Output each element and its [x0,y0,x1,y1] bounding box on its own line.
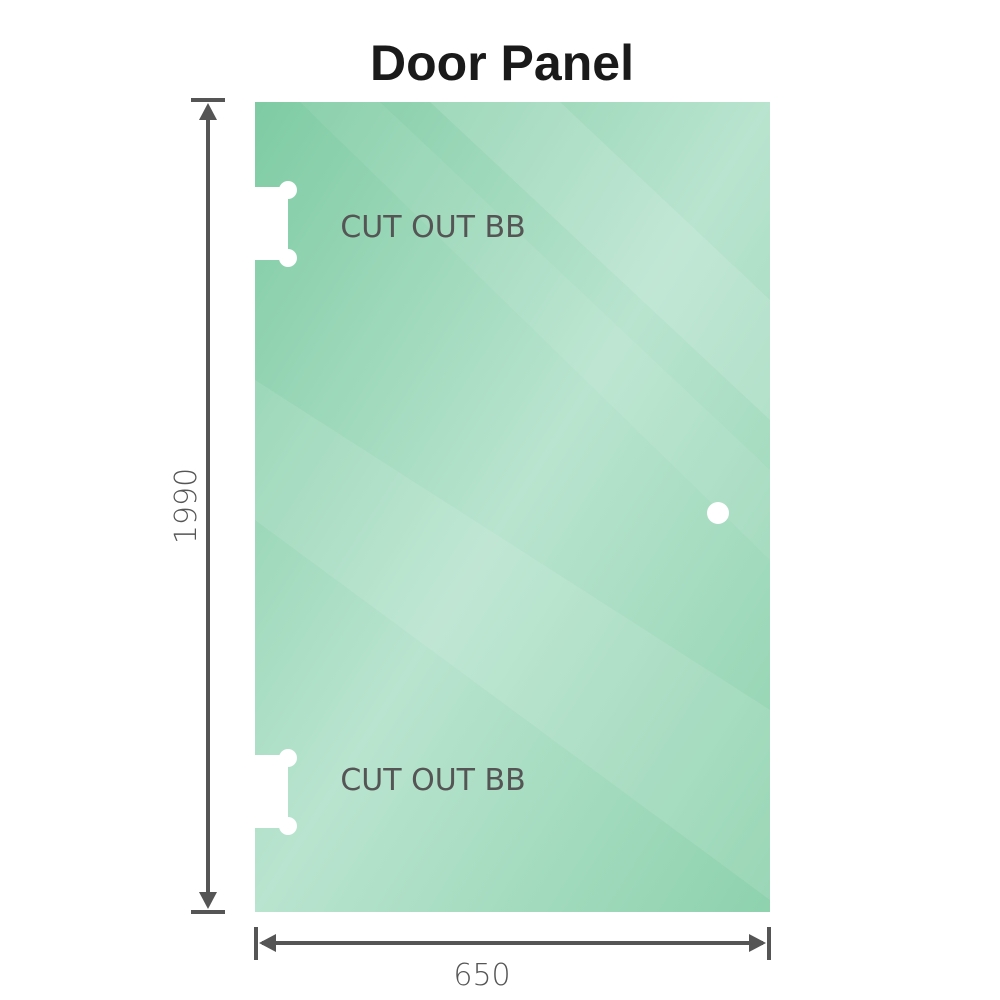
diagram-title: Door Panel [370,35,634,91]
handle-hole [707,502,729,524]
width-label: 650 [453,958,510,993]
height-dimension-line [191,98,225,914]
glass-panel [255,102,770,912]
width-dimension-line [254,927,771,960]
cutout-label-bottom: CUT OUT BB [340,763,525,798]
cutout-label-top: CUT OUT BB [340,210,525,245]
cutout-notch-bottom [250,749,297,835]
height-label: 1990 [169,468,204,544]
cutout-notch-top [250,181,297,267]
